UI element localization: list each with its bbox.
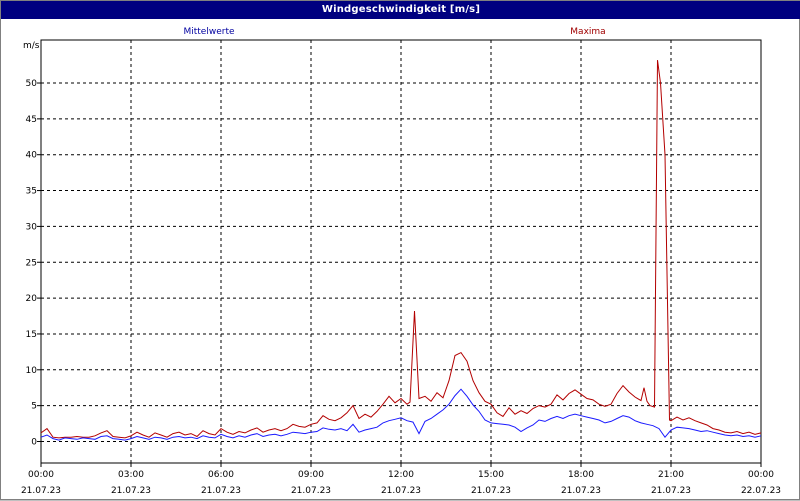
- x-tick-date: 21.07.23: [471, 486, 511, 496]
- y-tick-label: 50: [26, 79, 38, 89]
- y-tick-label: 0: [31, 437, 37, 447]
- x-tick-date: 21.07.23: [291, 486, 331, 496]
- y-tick-label: 40: [26, 151, 38, 161]
- x-tick-date: 21.07.23: [381, 486, 421, 496]
- x-tick-date: 22.07.23: [741, 486, 781, 496]
- x-tick-time: 12:00: [388, 470, 414, 480]
- x-tick-date: 21.07.23: [201, 486, 241, 496]
- x-tick-date: 21.07.23: [651, 486, 691, 496]
- x-tick-time: 03:00: [118, 470, 144, 480]
- y-tick-label: 15: [26, 330, 37, 340]
- x-tick-time: 00:00: [748, 470, 774, 480]
- y-axis-label: m/s: [23, 41, 40, 51]
- x-tick-date: 21.07.23: [561, 486, 601, 496]
- x-tick-time: 18:00: [568, 470, 594, 480]
- series-group: [40, 60, 762, 441]
- x-tick-time: 21:00: [658, 470, 684, 480]
- window-title: Windgeschwindigkeit [m/s]: [1, 1, 800, 19]
- grid: [41, 40, 761, 463]
- y-axis: 0 5 10 15 20 25 30 35 40 45 50: [26, 79, 41, 447]
- x-tick-date: 21.07.23: [21, 486, 61, 496]
- series-line-maxima: [40, 60, 762, 439]
- y-tick-label: 10: [26, 366, 38, 376]
- y-tick-label: 30: [26, 222, 38, 232]
- legend-maxima: Maxima: [570, 27, 605, 37]
- x-tick-time: 09:00: [298, 470, 324, 480]
- y-tick-label: 45: [26, 115, 37, 125]
- y-tick-label: 20: [26, 294, 38, 304]
- x-tick-date: 21.07.23: [111, 486, 151, 496]
- legend-mittelwerte: Mittelwerte: [183, 27, 234, 37]
- series-line-mittelwerte: [40, 388, 762, 441]
- y-tick-label: 25: [26, 258, 37, 268]
- x-tick-time: 15:00: [478, 470, 504, 480]
- x-tick-time: 06:00: [208, 470, 234, 480]
- x-axis: 00:00 21.07.23 03:00 21.07.23 06:00 21.07.23 0…: [21, 463, 781, 496]
- y-tick-label: 5: [31, 402, 37, 412]
- y-tick-label: 35: [26, 187, 37, 197]
- x-tick-time: 00:00: [28, 470, 54, 480]
